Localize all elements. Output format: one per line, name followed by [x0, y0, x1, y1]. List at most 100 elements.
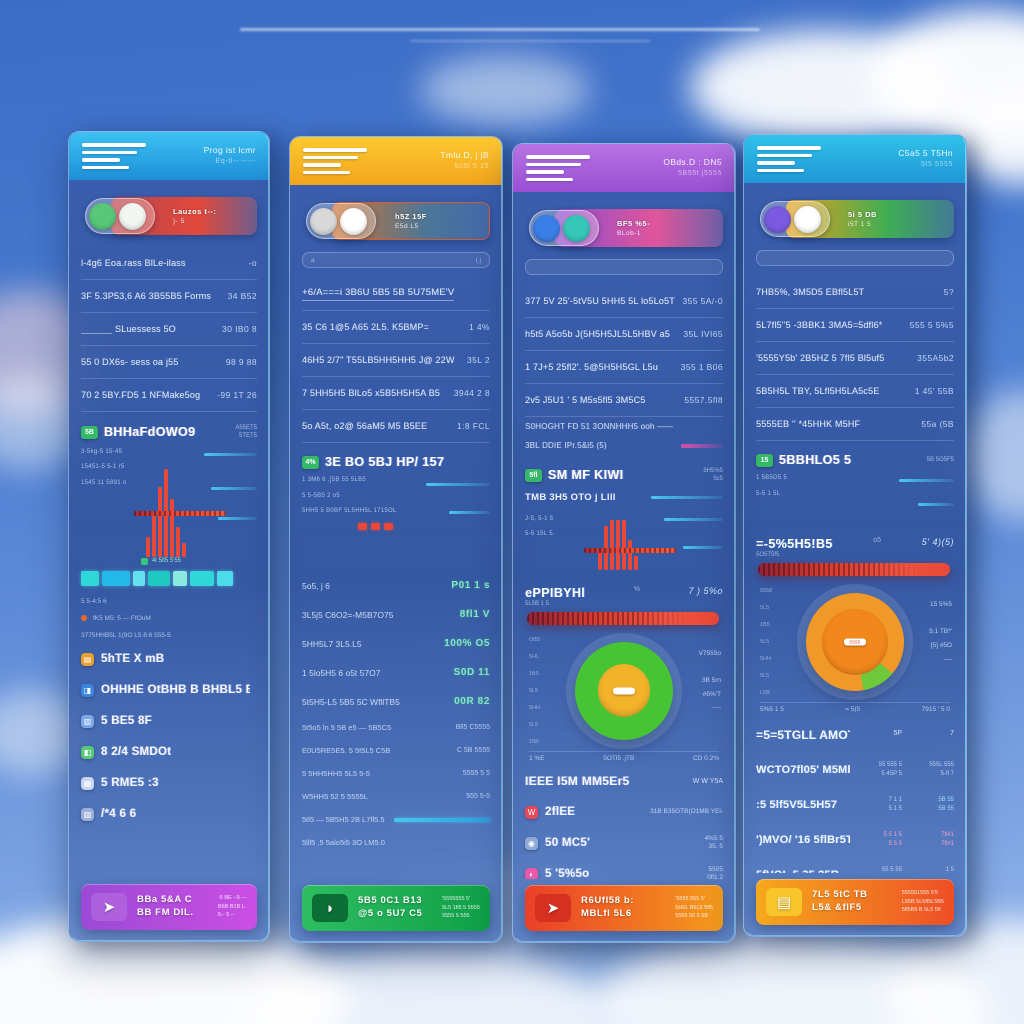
search-input[interactable]	[525, 259, 723, 275]
list-row[interactable]: ______ SLuessess 5O 30 IB0 8	[81, 313, 257, 346]
list-row[interactable]: 35 C6 1@5 A65 2L5. K5BMP= 1 4%	[302, 311, 490, 344]
search-input[interactable]	[756, 250, 954, 266]
header-meta-line2: 5B55t j5555	[678, 170, 722, 178]
list-item[interactable]: ◉ 50 MC5' 4%5 5 35. 5	[525, 828, 723, 859]
progress-bar	[426, 483, 490, 486]
tail-row: 5 5-4:5 6	[81, 593, 257, 610]
row-label: 46H5 2/7" T55LB5HH5HH5 J@ 22W	[302, 355, 455, 365]
gauge-ring-icon	[575, 641, 673, 740]
spark-block-icon	[102, 571, 130, 587]
list-row[interactable]: 5L7fl5''5 -3BBK1 3MA5=5dfl6* 555 5 5%5	[756, 309, 954, 342]
progress-bar	[683, 545, 723, 549]
value-row[interactable]: 3L5j5 C6O2=-M5B7O75 8fl1 V	[302, 600, 490, 629]
gauge-header: ePPIBYHl 5L5B 1 5% 7 ) 5%o	[525, 586, 723, 607]
list-row[interactable]: 5555EB '' *45HHK M5HF 55a (5B	[756, 408, 954, 441]
small-list-item[interactable]: 5lll5 ,5 5alo5i5 3O LM5.0	[302, 831, 490, 854]
list-item[interactable]: ◐ 5 '5%5o 5505 0fl1 2	[525, 859, 723, 879]
list-item[interactable]: ◧ 8 2/4 SMDOt	[81, 737, 257, 768]
promo-row: Lauzos t--:}- 5	[81, 193, 257, 239]
list-row[interactable]: 46H5 2/7" T55LB5HH5HH5 J@ 22W 35L 2	[302, 344, 490, 377]
gauge-level-bar	[758, 563, 950, 576]
list-item[interactable]: ▦ 5 RME5 :3	[81, 768, 257, 799]
table-row-label: WCTO7fl05' M5Mb	[756, 763, 850, 776]
value-row[interactable]: 5t5H5-L5 5B5 5C WfllTB5 00R 82	[302, 687, 490, 716]
small-list-item[interactable]: 5t5o5 ln 5 5B e5 — 5B5C5 Bll5 C5555	[302, 716, 490, 739]
small-list-item[interactable]: W5HH5 52 5 5555L 555 5-5	[302, 785, 490, 808]
footer-cta-meta: -5 BE --5 --- B6B B1B L. 5-- 5 --	[217, 895, 247, 919]
pill-toggle[interactable]	[529, 210, 599, 246]
section-header: 15 5BBHLO5 5 5B 5O5F5	[756, 453, 954, 467]
list-item[interactable]: ▥ 5 BE5 8F	[81, 706, 257, 737]
list-row[interactable]: 3F 5.3P53,6 A6 3B55B5 Forms 34 B52	[81, 280, 257, 313]
small-list-item[interactable]: 5tl5 — 5B5H5 2B L7fl5.5	[302, 808, 490, 831]
list-item[interactable]: ◨ OHHHE OtBHB B BHBL5 BriED	[81, 675, 257, 706]
value-row[interactable]: 1 5lo5H5 6 o5t 57O7 S0D 11	[302, 658, 490, 687]
list-row[interactable]: +6/A===i 3B6U 5B5 5B 5U75ME'V	[302, 278, 490, 311]
menu-button[interactable]	[526, 155, 590, 181]
list-row[interactable]: h5t5 A5o5b J(5H5H5JL5L5HBV a5 35L IVI65	[525, 318, 723, 351]
menu-button[interactable]	[82, 143, 146, 169]
list-item[interactable]: W 2flEE 31B B35GTB(O1MB YEl-	[525, 797, 723, 828]
list-row[interactable]: l-4g6 Eoa.rass BlLe-ilass -o	[81, 247, 257, 280]
table-row[interactable]: ')MVO/ '16 5flBr5T 5 5 1 5 5 5 5 7fl#1 7fl…	[756, 822, 954, 857]
list-row[interactable]: 55 0 DX6s- sess oa j55 98 9 88	[81, 346, 257, 379]
small-item-label: 5lll5 ,5 5alo5i5 3O LM5.0	[302, 838, 385, 847]
list-row[interactable]: 70 2 5BY.FD5 1 NFMake5og -99 1T 26	[81, 379, 257, 412]
row-value: 3944 2 8	[453, 388, 490, 398]
segmented-bar-icon	[133, 510, 226, 516]
menu-line-icon	[303, 155, 358, 159]
menu-button[interactable]	[303, 148, 367, 174]
value-row[interactable]: 5HH5L7 3L5.L5 100% O5	[302, 629, 490, 658]
table-row[interactable]: WCTO7fl05' M5Mb 55 555 5 5 45P 5 555L 555 …	[756, 752, 954, 787]
list-row[interactable]: '5555Y5b' 2B5HZ 5 7fl5 Bl5uf5 355A5b2	[756, 342, 954, 375]
list-row[interactable]: 5o A5t, o2@ 56aM5 M5 B5EE 1:8 FCL	[302, 410, 490, 443]
footer-cta-meta: 555551555 5'5 L55B 5L5fl5L5B5 5fl5B5 B 5…	[901, 890, 944, 914]
list-row[interactable]: 2v5 J5U1 ' 5 M5s5fl5 3M5C5 5557.5fl8	[525, 384, 723, 417]
list-row[interactable]: 7HB5%, 3M5D5 EBfl5L5T 5?	[756, 276, 954, 309]
gauge-percent-label: 7 ) 5%o	[688, 585, 723, 596]
footer-cta-button[interactable]: ➤ BBa 5&A C BB FM DIL. -5 BE --5 --- B6B B1…	[81, 884, 257, 930]
section-header: 4% 3E BO 5BJ HP/ 157	[302, 455, 490, 469]
menu-line-icon	[757, 168, 804, 172]
search-input[interactable]: a ( j	[302, 252, 490, 268]
section-badge-icon: 15	[756, 453, 773, 467]
cloud	[870, 10, 1024, 145]
panel-body: BF5 %5- BLob-1 377 5V 25'-5tV5U 5HH5 5L lo…	[513, 192, 735, 879]
list-item-label: 5 '5%5o	[545, 868, 590, 879]
gauge-unit-label: %	[633, 585, 640, 593]
orange-dot-icon	[81, 615, 87, 622]
footer-cta-icon: ➤	[91, 893, 127, 921]
list-row[interactable]: 7 5HH5H5 BlLo5 x5B5H5H5A B5 3944 2 8	[302, 377, 490, 410]
sub-row[interactable]: TMB 3H5 OTO j Llll	[525, 488, 723, 508]
menu-button[interactable]	[757, 146, 821, 172]
list-row[interactable]: 5B5H5L TBY, 5Lfl5H5LA5c5E 1 45' 55B	[756, 375, 954, 408]
small-list-item[interactable]: E0U5RE5E5. 5 5t5L5 C5B C 5B 5555	[302, 739, 490, 762]
gauge-needle-icon: 5555	[844, 638, 866, 646]
footer-cta-text: BBa 5&A C BB FM DIL.	[137, 894, 194, 920]
footer-cta-line1: BBa 5&A C	[137, 894, 193, 906]
table-row[interactable]: :5 5lf5V5L5H57 7 1 1 5 1 5 5B 55 5B 55	[756, 787, 954, 822]
value-row[interactable]: 5o5, j 6 P01 1 s	[302, 571, 490, 600]
list-item-icon: ◉	[525, 836, 538, 850]
glitch-chart: J-5, 5-1 5 5-5 15L 5.	[525, 512, 723, 576]
list-item[interactable]: ▧ /*4 6 6	[81, 799, 257, 830]
list-row[interactable]: 1 7J+5 25fl2'. 5@5H5H5GL L5u 355 1 B06	[525, 351, 723, 384]
pill-toggle[interactable]	[760, 201, 830, 237]
pill-toggle[interactable]	[306, 203, 376, 239]
pill-toggle[interactable]	[85, 198, 155, 234]
footer-cta-button[interactable]: ▤ 7L5 5tC TB L5& &flF5 555551555 5'5 L55B 5…	[756, 879, 954, 925]
small-list-item[interactable]: 5 5HH5HH5 5L5 5-5 5555 5 5	[302, 762, 490, 785]
footer-cta-button[interactable]: ➤ R6Ufl58 b: MBLfl 5L6 '5555 555 5' 5H5L B5…	[525, 885, 723, 931]
search-hint-right: ( j	[475, 256, 481, 264]
spark-block-icon	[190, 571, 214, 587]
list-item-icon: ◧	[81, 745, 94, 759]
list-header-row: IEEE I5M MM5Er5 W W Y5A	[525, 766, 723, 797]
footer-cta-line2: @5 o 5U7 C5	[358, 908, 423, 919]
gauge-percent-label: 5' 4)(5)	[921, 537, 954, 547]
table-row[interactable]: 5fVOL.5 35 25R 55 5 55 5 5 1 5 5 5	[756, 857, 954, 873]
glitch-label: J-5, 5-1 5	[525, 515, 554, 522]
menu-line-icon	[303, 170, 350, 174]
footer-cta-button[interactable]: ◗ 5B5 0C1 B13 @5 o 5U7 C5 '5555555 5' 5L5 1…	[302, 885, 490, 931]
list-row[interactable]: 377 5V 25'-5tV5U 5HH5 5L lo5Lo5T+ 355 5A/…	[525, 285, 723, 318]
list-item[interactable]: ▤ 5hTE X mB	[81, 644, 257, 675]
